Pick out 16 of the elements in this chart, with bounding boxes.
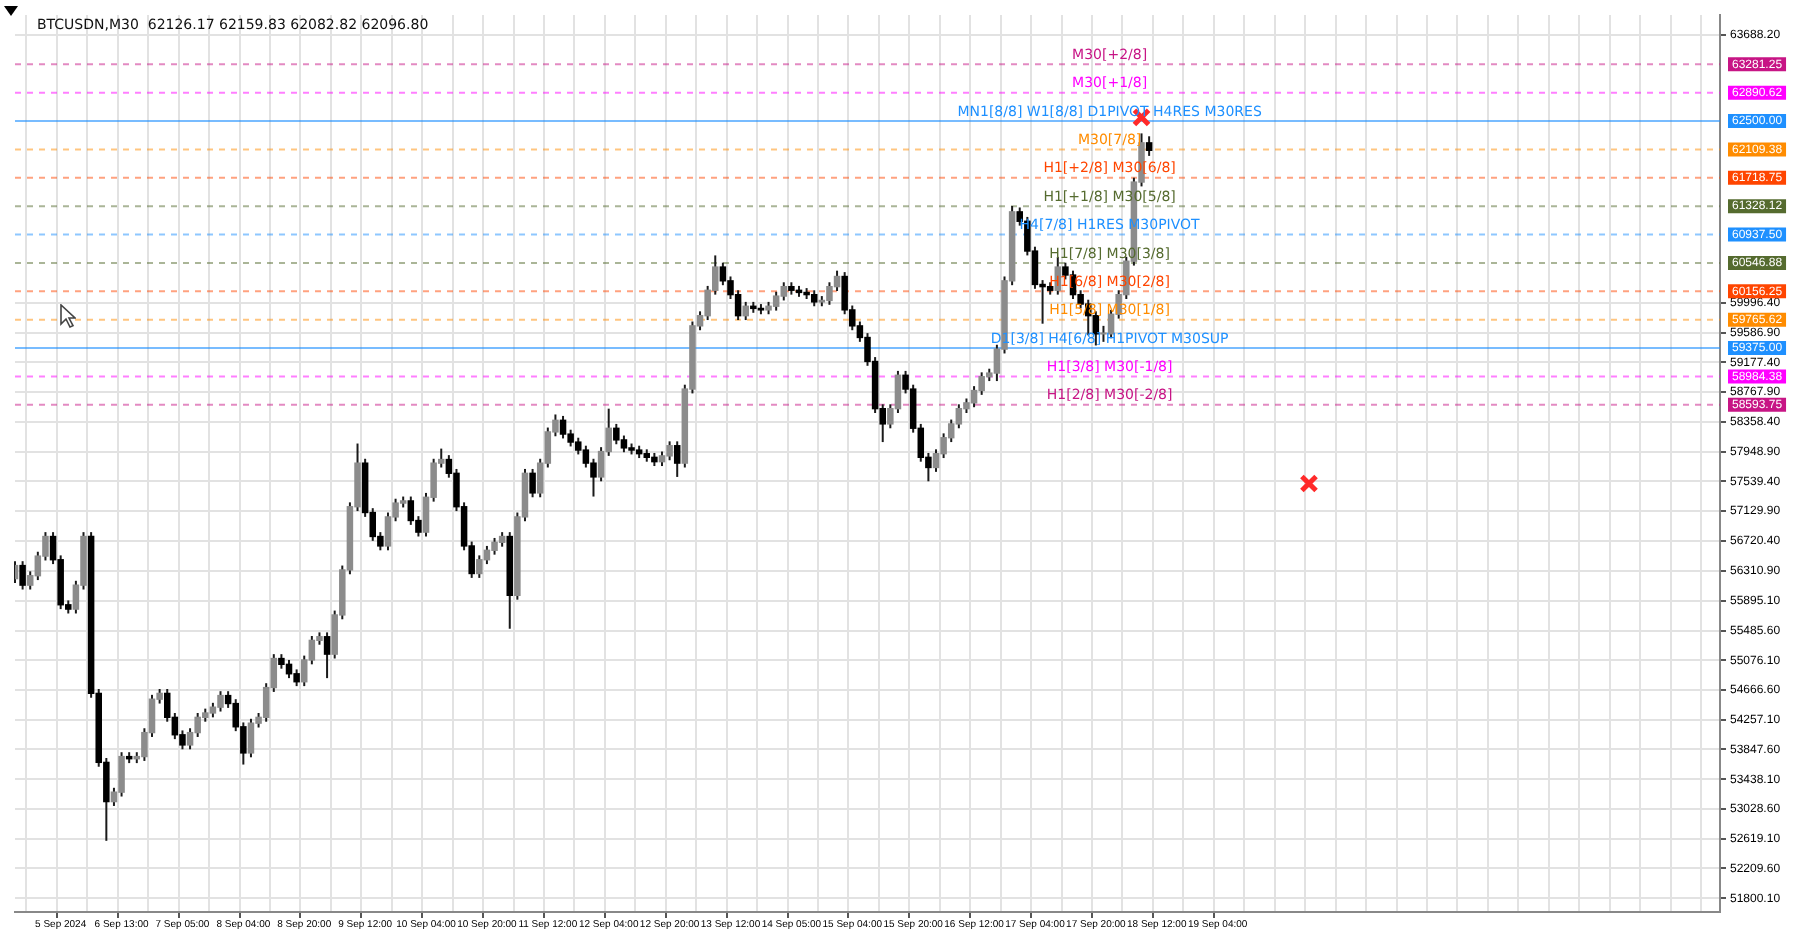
candlestick [666, 440, 673, 462]
candlestick [742, 300, 749, 322]
candlestick [247, 717, 255, 759]
candlestick [529, 467, 536, 499]
candlestick [559, 414, 567, 440]
candlestick [613, 422, 620, 446]
candlestick [1145, 135, 1153, 157]
candlestick [772, 290, 780, 312]
candlestick [673, 440, 681, 478]
candlestick [19, 560, 26, 591]
candlestick [476, 554, 483, 579]
candlestick [955, 403, 963, 430]
candlestick [217, 690, 224, 713]
candlestick [780, 281, 788, 302]
candlestick [118, 751, 125, 798]
candlestick [323, 631, 331, 680]
